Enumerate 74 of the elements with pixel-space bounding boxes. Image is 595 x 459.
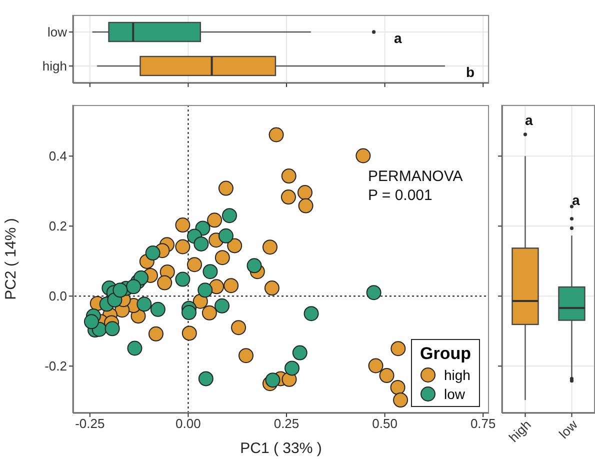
- point: [222, 208, 237, 224]
- annotation: a: [572, 192, 580, 208]
- legend-label: high: [444, 367, 470, 383]
- point: [198, 371, 214, 386]
- point: [202, 264, 218, 280]
- point: [84, 314, 99, 330]
- y-tick-label: 0.4: [48, 148, 67, 164]
- point: [175, 218, 190, 233]
- point: [231, 320, 246, 336]
- annotation: P = 0.001: [368, 186, 434, 205]
- x-tick-label: low: [556, 416, 581, 442]
- x-tick-label: -0.25: [75, 416, 105, 432]
- point: [390, 341, 406, 356]
- point: [198, 282, 213, 298]
- point: [194, 236, 209, 252]
- point: [104, 321, 120, 336]
- x-tick-label: 0.00: [176, 416, 201, 432]
- point: [368, 358, 384, 374]
- point: [186, 257, 202, 272]
- point: [238, 348, 254, 364]
- x-tick-label: high: [506, 417, 534, 446]
- point: [112, 282, 128, 298]
- point: [246, 258, 262, 274]
- point: [262, 240, 278, 255]
- point: [175, 239, 190, 254]
- point: [181, 305, 196, 320]
- point: [297, 185, 312, 200]
- point: [264, 280, 280, 296]
- point: [281, 168, 296, 184]
- legend-title: Group: [420, 344, 471, 364]
- point: [218, 180, 234, 196]
- point: [214, 250, 230, 266]
- point: [298, 198, 314, 214]
- point: [182, 326, 197, 341]
- point: [150, 302, 166, 317]
- annotation: PERMANOVA: [368, 167, 463, 186]
- y-tick-label: high: [42, 58, 67, 74]
- y-tick-label: 0.2: [48, 218, 67, 234]
- point: [175, 272, 190, 287]
- point: [145, 246, 160, 261]
- y-tick-label: 0.0: [48, 288, 67, 304]
- point: [284, 360, 300, 376]
- y-tick-label: -0.2: [44, 358, 67, 374]
- legend-label: low: [444, 386, 466, 402]
- x-tick-label: 0.25: [274, 416, 300, 432]
- x-tick-label: 0.75: [470, 416, 496, 432]
- x-tick-label: 0.50: [372, 416, 398, 432]
- point: [265, 372, 280, 388]
- x-axis-title: PC1 ( 33% ): [240, 440, 322, 457]
- point: [136, 296, 152, 312]
- y-axis-title: PC2 ( 14% ): [2, 218, 20, 300]
- point: [126, 279, 142, 294]
- point: [292, 345, 308, 360]
- point: [390, 380, 406, 395]
- point: [280, 190, 296, 205]
- point: [227, 238, 242, 254]
- point: [356, 148, 371, 164]
- point: [224, 278, 239, 294]
- annotation: b: [466, 64, 475, 80]
- point: [157, 275, 172, 290]
- annotation: a: [394, 30, 402, 46]
- point: [202, 305, 217, 320]
- point: [393, 392, 408, 408]
- point: [207, 212, 222, 228]
- point: [304, 306, 319, 322]
- point: [127, 340, 142, 356]
- point: [268, 127, 284, 142]
- point: [379, 368, 394, 384]
- point: [218, 228, 234, 244]
- point: [366, 285, 382, 300]
- y-tick-label: low: [47, 24, 68, 40]
- point: [214, 298, 230, 314]
- annotation: a: [525, 112, 533, 128]
- point: [148, 326, 164, 342]
